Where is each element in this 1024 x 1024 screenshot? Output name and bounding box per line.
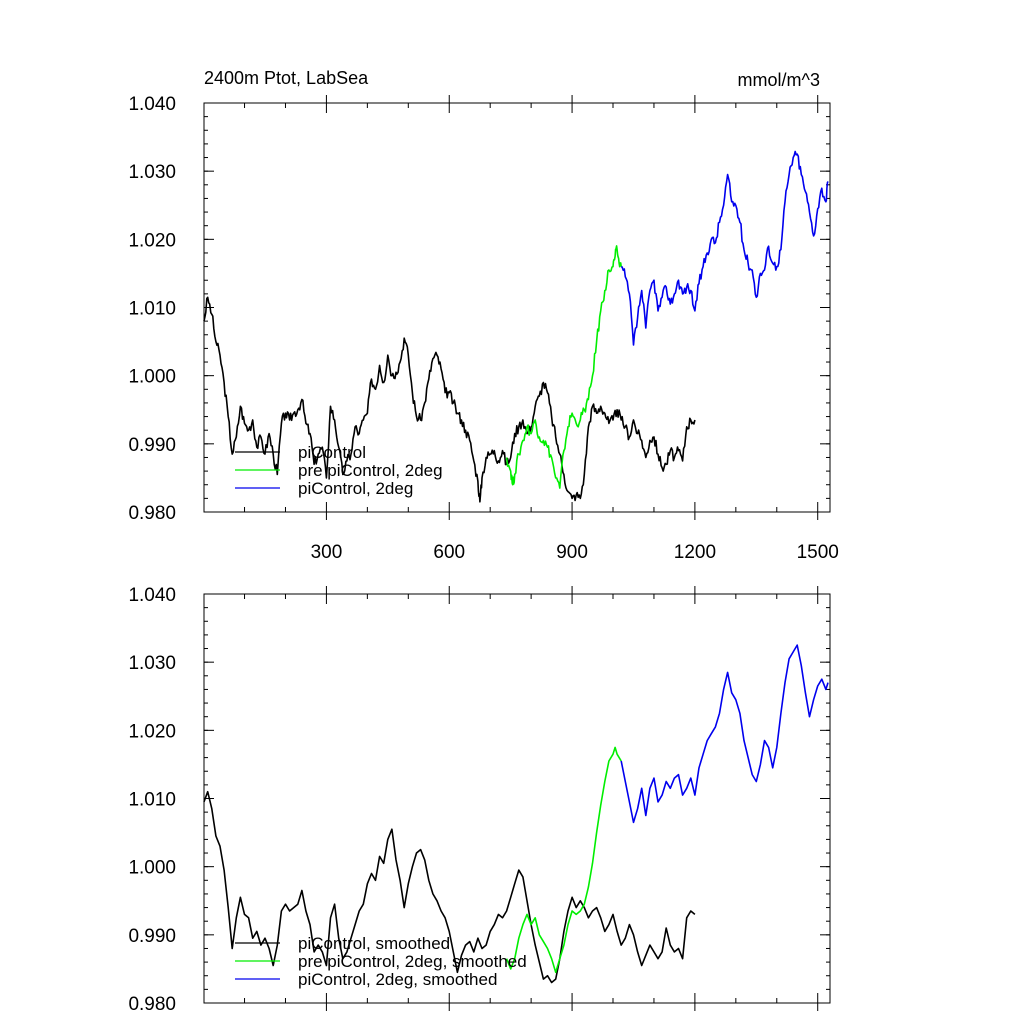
- y-tick-label: 1.020: [128, 230, 176, 251]
- y-tick-label: 1.020: [128, 721, 176, 742]
- y-tick-label: 1.030: [128, 162, 176, 183]
- y-tick-label: 0.980: [128, 994, 176, 1015]
- x-tick-label: 600: [433, 542, 465, 563]
- y-tick-label: 1.010: [128, 299, 176, 320]
- title-left: 2400m Ptot, LabSea: [204, 68, 369, 88]
- title-right: mmol/m^3: [738, 70, 820, 90]
- series-line-0: [203, 296, 696, 503]
- top-panel: 0.980 0.990 1.000 1.010 1.020 1.030 1.040 300 60…: [128, 94, 838, 563]
- y-tick-label: 1.040: [128, 94, 176, 115]
- legend-label: piControl: [298, 443, 366, 462]
- series-line-2: [620, 150, 829, 346]
- y-tick-label: 0.990: [128, 926, 176, 947]
- legend-label: pre piControl, 2deg, smoothed: [298, 952, 527, 971]
- legend-label: piControl, smoothed: [298, 934, 450, 953]
- y-tick-label: 1.000: [128, 367, 176, 388]
- y-tick-label: 0.980: [128, 503, 176, 524]
- legend-label: piControl, 2deg, smoothed: [298, 970, 497, 989]
- y-tick-label: 1.030: [128, 653, 176, 674]
- y-tick-label: 1.010: [128, 790, 176, 811]
- x-tick-label: 900: [556, 542, 588, 563]
- y-tick-label: 1.040: [128, 585, 176, 606]
- y-tick-label: 1.000: [128, 858, 176, 879]
- series-line-0: [203, 790, 696, 984]
- x-tick-label: 1500: [797, 542, 839, 563]
- series-line-1: [505, 245, 622, 489]
- bottom-panel: 0.980 0.990 1.000 1.010 1.020 1.030 1.040 piCon…: [128, 585, 831, 1015]
- legend-label: piControl, 2deg: [298, 479, 413, 498]
- y-tick-label: 0.990: [128, 435, 176, 456]
- x-tick-label: 1200: [674, 542, 716, 563]
- x-tick-label: 300: [311, 542, 343, 563]
- legend-label: pre piControl, 2deg: [298, 461, 443, 480]
- series-line-2: [620, 644, 829, 824]
- series-line-1: [505, 746, 622, 974]
